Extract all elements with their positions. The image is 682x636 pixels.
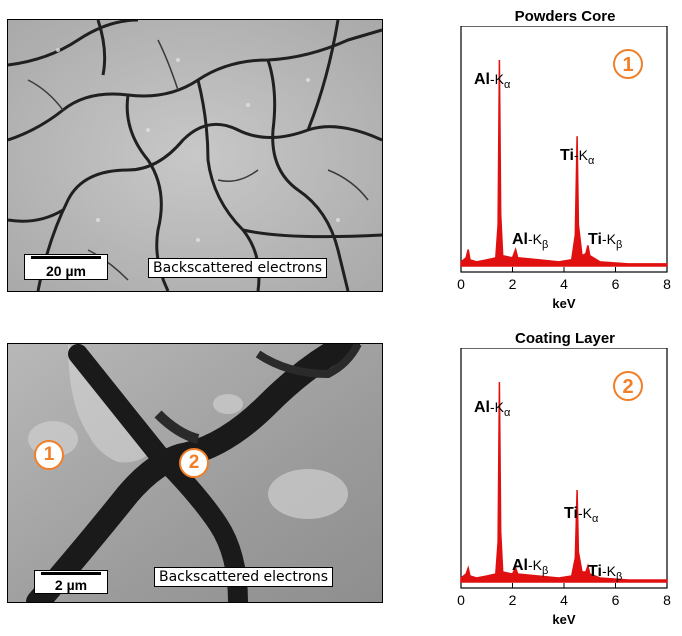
badge-circle xyxy=(613,371,643,401)
peak-label: Al-Kα xyxy=(474,71,511,91)
chart-title: Coating Layer xyxy=(514,330,616,347)
x-tick-label: 6 xyxy=(612,276,620,292)
sem-texture xyxy=(8,344,382,602)
sem-image-coating-layer: 2 µm Backscattered electrons 1 2 xyxy=(7,343,383,603)
badge-circle xyxy=(613,49,643,79)
spectrum-series xyxy=(460,59,668,267)
point-marker-2: 2 xyxy=(179,448,209,478)
x-tick-label: 6 xyxy=(612,592,620,608)
sem-texture xyxy=(8,20,382,291)
peak-label: Ti-Kβ xyxy=(588,563,622,583)
peak-label: Ti-Kα xyxy=(564,505,599,525)
x-tick-label: 0 xyxy=(457,592,465,608)
scale-bar-line xyxy=(31,256,101,259)
x-tick-label: 2 xyxy=(509,592,517,608)
peak-label: Ti-Kβ xyxy=(588,231,622,251)
scale-bar-label: 2 µm xyxy=(54,577,88,593)
peak-label: Al-Kβ xyxy=(512,557,548,577)
point-marker-1: 1 xyxy=(34,440,64,470)
x-axis-label: keV xyxy=(552,612,575,627)
sem-caption: Backscattered electrons xyxy=(154,567,334,587)
x-tick-label: 4 xyxy=(560,592,568,608)
scale-bar-label: 20 µm xyxy=(46,263,86,279)
x-tick-label: 2 xyxy=(509,276,517,292)
x-tick-label: 8 xyxy=(663,592,671,608)
x-tick-label: 8 xyxy=(663,276,671,292)
x-axis-label: keV xyxy=(552,296,575,311)
scale-bar: 20 µm xyxy=(24,254,108,280)
eds-spectrum-chart-1: 0 2 4 6 8 keV 1 Al-Kα Al-Kβ Ti-Kα Ti-Kβ xyxy=(457,26,671,311)
x-tick-label: 0 xyxy=(457,276,465,292)
chart-title: Powders Core xyxy=(514,8,616,25)
scale-bar-line xyxy=(41,572,101,575)
scale-bar: 2 µm xyxy=(34,570,108,594)
peak-label: Al-Kα xyxy=(474,399,511,419)
sem-caption: Backscattered electrons xyxy=(148,258,328,278)
badge-number: 2 xyxy=(622,376,633,398)
eds-spectrum-chart-2: 0 2 4 6 8 keV 2 Al-Kα Al-Kβ Ti-Kα Ti-Kβ xyxy=(457,348,671,627)
x-tick-label: 4 xyxy=(560,276,568,292)
spectrum-series xyxy=(460,381,668,583)
peak-label: Ti-Kα xyxy=(560,147,595,167)
peak-label: Al-Kβ xyxy=(512,231,548,251)
badge-number: 1 xyxy=(622,54,633,76)
sem-image-powders-core: 20 µm Backscattered electrons xyxy=(7,19,383,292)
